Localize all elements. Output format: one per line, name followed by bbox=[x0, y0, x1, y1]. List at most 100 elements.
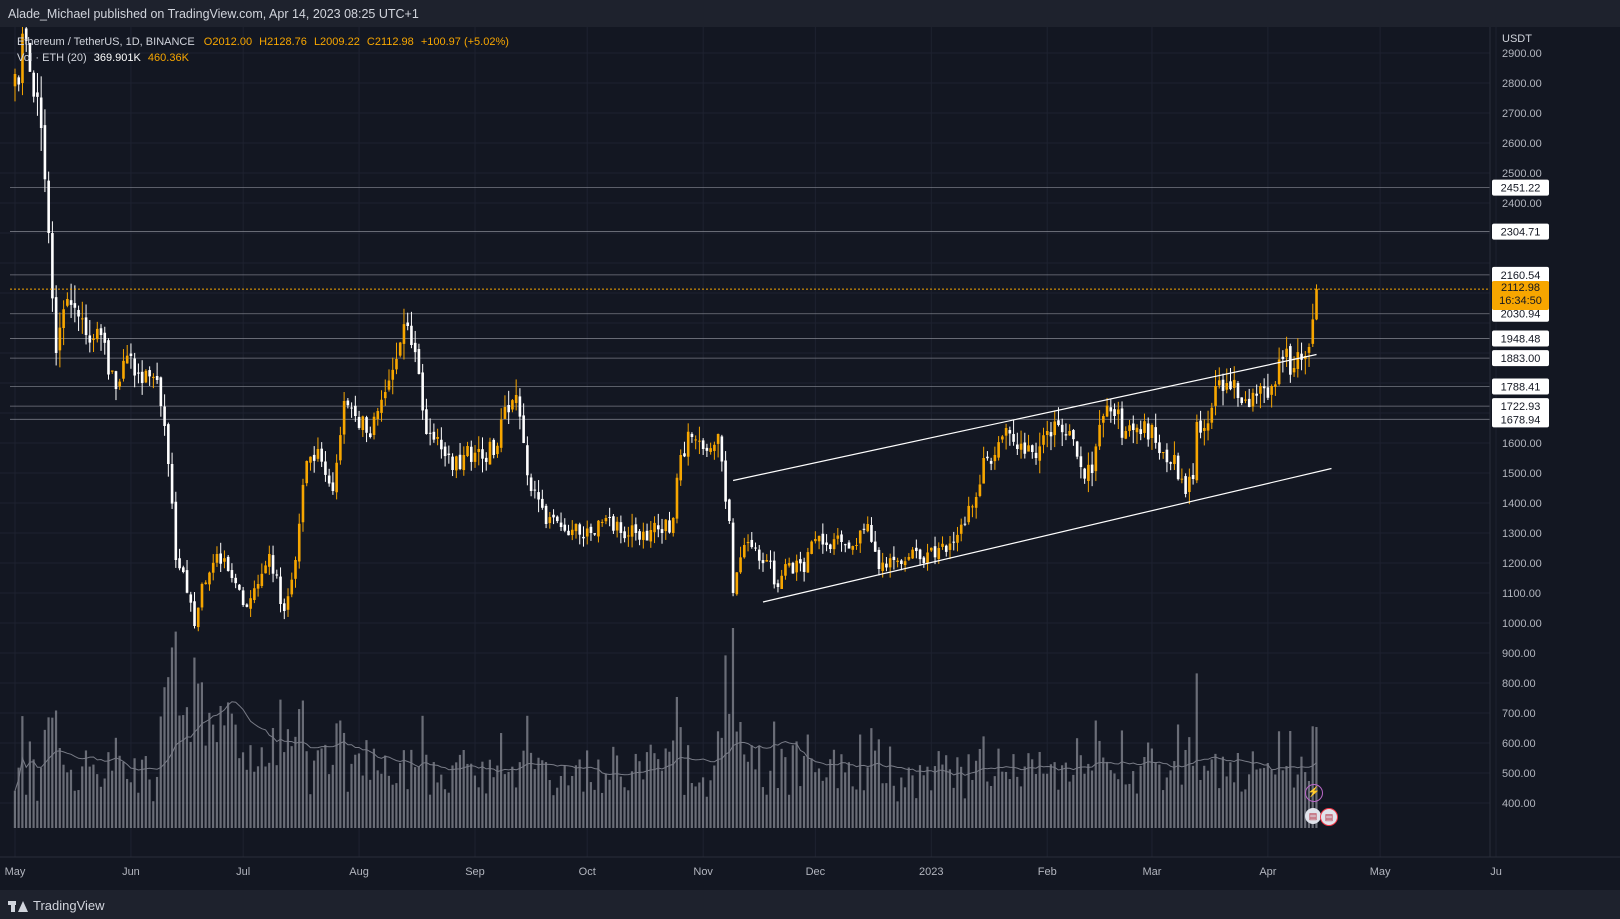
candle-body bbox=[447, 453, 451, 455]
volume-bar bbox=[844, 772, 847, 828]
candle-body bbox=[1199, 420, 1202, 433]
candle-body bbox=[989, 460, 993, 464]
candle-body bbox=[619, 522, 623, 533]
candle-body bbox=[1004, 428, 1008, 436]
lightning-icon[interactable]: ⚡ bbox=[1305, 784, 1323, 802]
candle-body bbox=[365, 417, 368, 433]
candle-body bbox=[395, 359, 398, 370]
time-axis: May Jun Jul Aug Sep Oct Nov Dec 2023 Feb Mar Apr May… bbox=[5, 866, 1502, 878]
volume-bar bbox=[1023, 766, 1026, 828]
volume-bar bbox=[1248, 774, 1251, 828]
us-flag-icon-2[interactable]: ▤ bbox=[1320, 808, 1338, 826]
candle-body bbox=[787, 563, 791, 566]
volume-bar bbox=[96, 774, 99, 828]
candle-body bbox=[488, 441, 492, 465]
volume-bar bbox=[1132, 771, 1135, 828]
candle-body bbox=[406, 322, 409, 326]
high-value: H2128.76 bbox=[259, 36, 307, 48]
volume-bar bbox=[170, 647, 174, 828]
volume-bar bbox=[443, 789, 447, 828]
candle-body bbox=[1266, 387, 1270, 398]
candle-body bbox=[739, 557, 742, 573]
candle-body bbox=[469, 446, 473, 462]
us-flag-icon[interactable]: ▤ bbox=[1305, 808, 1321, 824]
candle-body bbox=[997, 442, 1000, 458]
volume-bar bbox=[126, 778, 129, 828]
volume-bar bbox=[900, 777, 903, 828]
candle-body bbox=[511, 400, 514, 410]
volume-bar bbox=[945, 755, 948, 828]
candle-body bbox=[533, 489, 537, 491]
candle-body bbox=[230, 570, 234, 578]
candle-body bbox=[1135, 427, 1139, 433]
volume-label[interactable]: Vol · ETH (20) bbox=[17, 52, 87, 64]
candle-body bbox=[840, 534, 843, 542]
candle-body bbox=[200, 584, 204, 608]
candle-body bbox=[492, 439, 496, 455]
candle-body bbox=[1203, 428, 1206, 431]
volume-bar bbox=[679, 727, 682, 828]
volume-bar bbox=[511, 766, 514, 828]
candle-body bbox=[937, 548, 941, 560]
candle-body bbox=[357, 416, 361, 428]
candle-body bbox=[346, 400, 350, 406]
volume-bar bbox=[1191, 765, 1195, 828]
volume-bar bbox=[1012, 754, 1015, 828]
volume-bar bbox=[152, 801, 155, 828]
volume-bar bbox=[866, 767, 869, 828]
candle-body bbox=[327, 475, 331, 484]
volume-bar bbox=[387, 775, 390, 828]
candle-body bbox=[152, 376, 155, 379]
volume-bar bbox=[99, 786, 103, 828]
candle-body bbox=[765, 560, 769, 562]
x-tick-label: Nov bbox=[693, 866, 713, 878]
volume-bar bbox=[522, 750, 525, 828]
volume-bar bbox=[586, 750, 589, 828]
volume-bar bbox=[1109, 770, 1112, 828]
volume-bar bbox=[376, 770, 379, 828]
volume-bar bbox=[672, 740, 675, 828]
candle-body bbox=[993, 455, 997, 462]
candle-body bbox=[518, 396, 522, 417]
volume-bar bbox=[260, 747, 263, 828]
symbol-title[interactable]: Ethereum / TetherUS, 1D, BINANCE bbox=[17, 36, 195, 48]
volume-bar bbox=[455, 762, 458, 828]
volume-bar bbox=[993, 776, 996, 828]
volume-bar bbox=[249, 745, 252, 828]
volume-bar bbox=[690, 783, 693, 828]
volume-bar bbox=[380, 773, 383, 828]
candle-body bbox=[99, 328, 103, 335]
volume-bar bbox=[253, 771, 256, 828]
candle-body bbox=[455, 456, 458, 471]
volume-bar bbox=[619, 776, 622, 828]
volume-bar bbox=[129, 782, 132, 828]
volume-bar bbox=[915, 798, 918, 828]
volume-bar bbox=[88, 766, 91, 828]
candle-body bbox=[526, 445, 529, 476]
volume-bar bbox=[552, 795, 555, 828]
candle-body bbox=[1304, 356, 1307, 360]
candle-body bbox=[114, 371, 118, 389]
candle-body bbox=[926, 552, 929, 564]
candle-body bbox=[1165, 449, 1169, 463]
volume-bar bbox=[1105, 761, 1109, 828]
candle-body bbox=[1120, 408, 1124, 438]
candle-body bbox=[541, 498, 544, 508]
volume-bar bbox=[974, 760, 978, 828]
y-tick-label: 2500.00 bbox=[1502, 168, 1542, 180]
volume-bar bbox=[1128, 783, 1131, 828]
candle-body bbox=[473, 452, 477, 462]
volume-bar bbox=[182, 715, 185, 828]
tradingview-logo[interactable]: TradingView bbox=[8, 898, 105, 913]
level-tag-label: 1788.41 bbox=[1501, 381, 1541, 393]
candle-body bbox=[496, 445, 499, 455]
volume-bar bbox=[1307, 780, 1311, 828]
candle-body bbox=[1131, 423, 1135, 431]
candle-body bbox=[316, 449, 320, 459]
candle-body bbox=[1206, 423, 1210, 431]
candle-body bbox=[331, 482, 335, 491]
volume-bar bbox=[907, 767, 910, 828]
volume-bar bbox=[645, 752, 649, 828]
candle-body bbox=[597, 520, 600, 537]
